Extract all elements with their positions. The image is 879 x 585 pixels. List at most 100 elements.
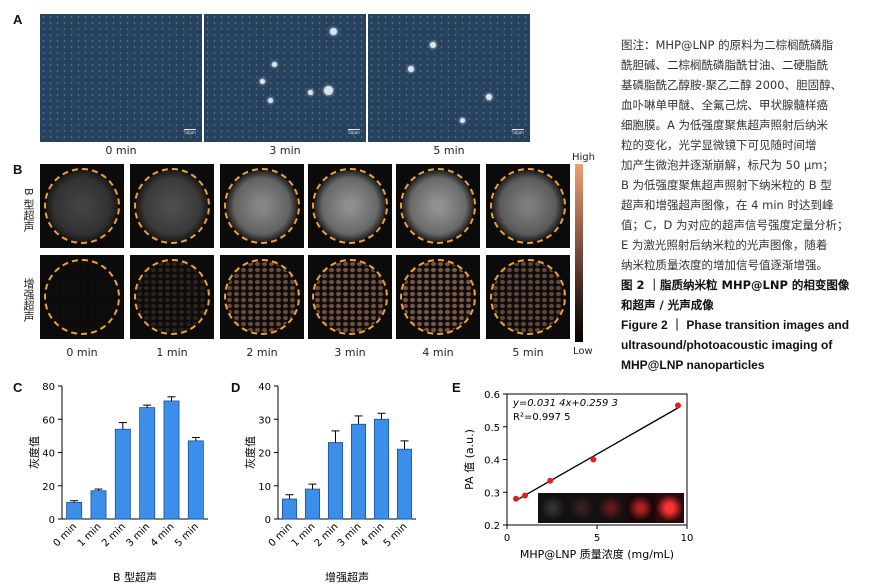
panel-label-c: C xyxy=(13,380,23,395)
y-axis-label: 灰度值 xyxy=(27,436,41,469)
x-axis-label: MHP@LNP 质量浓度 (mg/mL) xyxy=(520,547,674,561)
row-label-contrast: 增强超声 xyxy=(22,278,35,322)
scale-bar: 50μm xyxy=(184,129,196,135)
microscopy-image-0min: 50μm xyxy=(40,14,202,142)
x-tick-label: 4 min xyxy=(149,521,177,549)
y-tick-label: 20 xyxy=(258,449,271,460)
y-tick-label: 80 xyxy=(42,382,55,393)
x-tick-label: 1 min xyxy=(76,521,104,549)
x-tick-label: 4 min xyxy=(359,521,387,549)
caption-line: 细胞膜。A 为低强度聚焦超声照射后纳米 xyxy=(621,118,829,132)
caption-line: 加产生微泡并逐渐崩解，标尺为 50 μm； xyxy=(621,158,834,172)
x-tick-label: 10 xyxy=(681,533,694,544)
x-axis-label: B 型超声 xyxy=(113,570,157,584)
bar xyxy=(350,423,367,520)
x-tick-label: 3 min xyxy=(336,521,364,549)
caption-line: 超声和增强超声图像，在 4 min 时达到峰 xyxy=(621,198,834,212)
x-tick-label: 5 xyxy=(594,533,600,544)
x-tick-label: 2 min xyxy=(313,521,341,549)
scale-bar: 50μm xyxy=(348,129,360,135)
y-axis-label: 灰度值 xyxy=(243,436,257,469)
y-tick-label: 0 xyxy=(49,515,55,526)
x-tick-label: 0 min xyxy=(51,521,79,549)
y-axis-label: PA 值 (a.u.) xyxy=(463,429,476,490)
y-tick-label: 0.4 xyxy=(484,456,500,467)
time-label: 5 min xyxy=(512,346,544,359)
contrast-image xyxy=(130,255,214,339)
b-mode-image xyxy=(40,164,124,248)
x-tick-label: 5 min xyxy=(173,521,201,549)
panel-label-e: E xyxy=(452,380,461,395)
caption-line: 血卟啉单甲醚、全氟己烷、甲状腺髓样癌 xyxy=(621,98,828,112)
x-tick-label: 5 min xyxy=(382,521,410,549)
y-tick-label: 0.5 xyxy=(484,423,500,434)
caption-line: 粒的变化，光学显微镜下可见随时间增 xyxy=(621,138,817,152)
fit-line xyxy=(515,407,679,502)
bar xyxy=(396,448,413,520)
figure-caption: 图注：MHP@LNP 的原料为二棕榈酰磷脂 酰胆碱、二棕榈酰磷脂酰甘油、二硬脂酰基… xyxy=(621,35,867,375)
panel-label-a: A xyxy=(13,12,23,27)
caption-line: 基磷脂酰乙醇胺-聚乙二醇 2000、胆固醇、 xyxy=(621,78,843,92)
bar xyxy=(327,442,344,520)
y-tick-label: 40 xyxy=(258,382,271,393)
time-label: 0 min xyxy=(66,346,98,359)
b-mode-image xyxy=(396,164,480,248)
scale-bar: 50μm xyxy=(512,129,524,135)
bar xyxy=(163,400,180,520)
x-axis-label: 增强超声 xyxy=(325,570,369,584)
x-tick-label: 3 min xyxy=(124,521,152,549)
b-mode-image xyxy=(130,164,214,248)
caption-line: 纳米粒质量浓度的增加信号值逐渐增强。 xyxy=(621,258,828,272)
data-point xyxy=(675,402,681,409)
contrast-image xyxy=(40,255,124,339)
y-tick-label: 0.6 xyxy=(484,390,500,401)
bar xyxy=(139,407,156,520)
b-mode-image xyxy=(308,164,392,248)
time-label: 3 min xyxy=(334,346,366,359)
row-label-b-mode: B 型超声 xyxy=(22,188,35,233)
r-squared: R²=0.997 5 xyxy=(513,412,571,423)
time-label: 1 min xyxy=(156,346,188,359)
microscopy-image-3min: 50μm xyxy=(204,14,366,142)
panel-label-b: B xyxy=(13,162,23,177)
caption-line: 酰胆碱、二棕榈酰磷脂酰甘油、二硬脂酰 xyxy=(621,58,828,72)
contrast-image xyxy=(486,255,570,339)
bar xyxy=(281,498,298,520)
time-label: 3 min xyxy=(269,144,301,157)
y-tick-label: 0.3 xyxy=(484,488,500,499)
b-mode-image xyxy=(220,164,304,248)
bar xyxy=(187,440,204,520)
caption-line: E 为激光照射后纳米粒的光声图像，随着 xyxy=(621,238,828,252)
figure-title-cn: 和超声 / 光声成像 xyxy=(621,298,714,312)
x-tick-label: 0 xyxy=(504,533,510,544)
time-label: 4 min xyxy=(422,346,454,359)
contrast-image xyxy=(308,255,392,339)
time-label: 0 min xyxy=(105,144,137,157)
data-point xyxy=(522,492,528,499)
figure-title-cn: 图 2 ｜脂质纳米粒 MHP@LNP 的相变图像 xyxy=(621,278,850,292)
x-tick-label: 2 min xyxy=(100,521,128,549)
y-tick-label: 20 xyxy=(42,482,55,493)
caption-line: B 为低强度聚焦超声照射下纳米粒的 B 型 xyxy=(621,178,832,192)
microscopy-image-5min: 50μm xyxy=(368,14,530,142)
contrast-image xyxy=(220,255,304,339)
contrast-image xyxy=(396,255,480,339)
bar xyxy=(114,428,131,520)
data-point xyxy=(590,456,597,463)
bar xyxy=(304,488,321,520)
figure-title-en: Figure 2 ｜ Phase transition images and xyxy=(621,318,850,332)
y-tick-label: 40 xyxy=(42,449,55,460)
caption-line: 图注：MHP@LNP 的原料为二棕榈酰磷脂 xyxy=(621,38,834,52)
panel-label-d: D xyxy=(231,380,241,395)
y-tick-label: 60 xyxy=(42,415,55,426)
data-point xyxy=(547,477,554,484)
y-tick-label: 0.2 xyxy=(484,521,500,532)
y-tick-label: 30 xyxy=(258,415,271,426)
time-label: 5 min xyxy=(433,144,465,157)
bar xyxy=(90,490,107,520)
colorbar-low-label: Low xyxy=(573,346,593,357)
scatter-chart-e: 0.2 0.3 0.4 0.5 0.6 0 5 10 y=0.031 4x+0.259 3 R²=… xyxy=(463,390,693,561)
y-tick-label: 0 xyxy=(265,515,271,526)
